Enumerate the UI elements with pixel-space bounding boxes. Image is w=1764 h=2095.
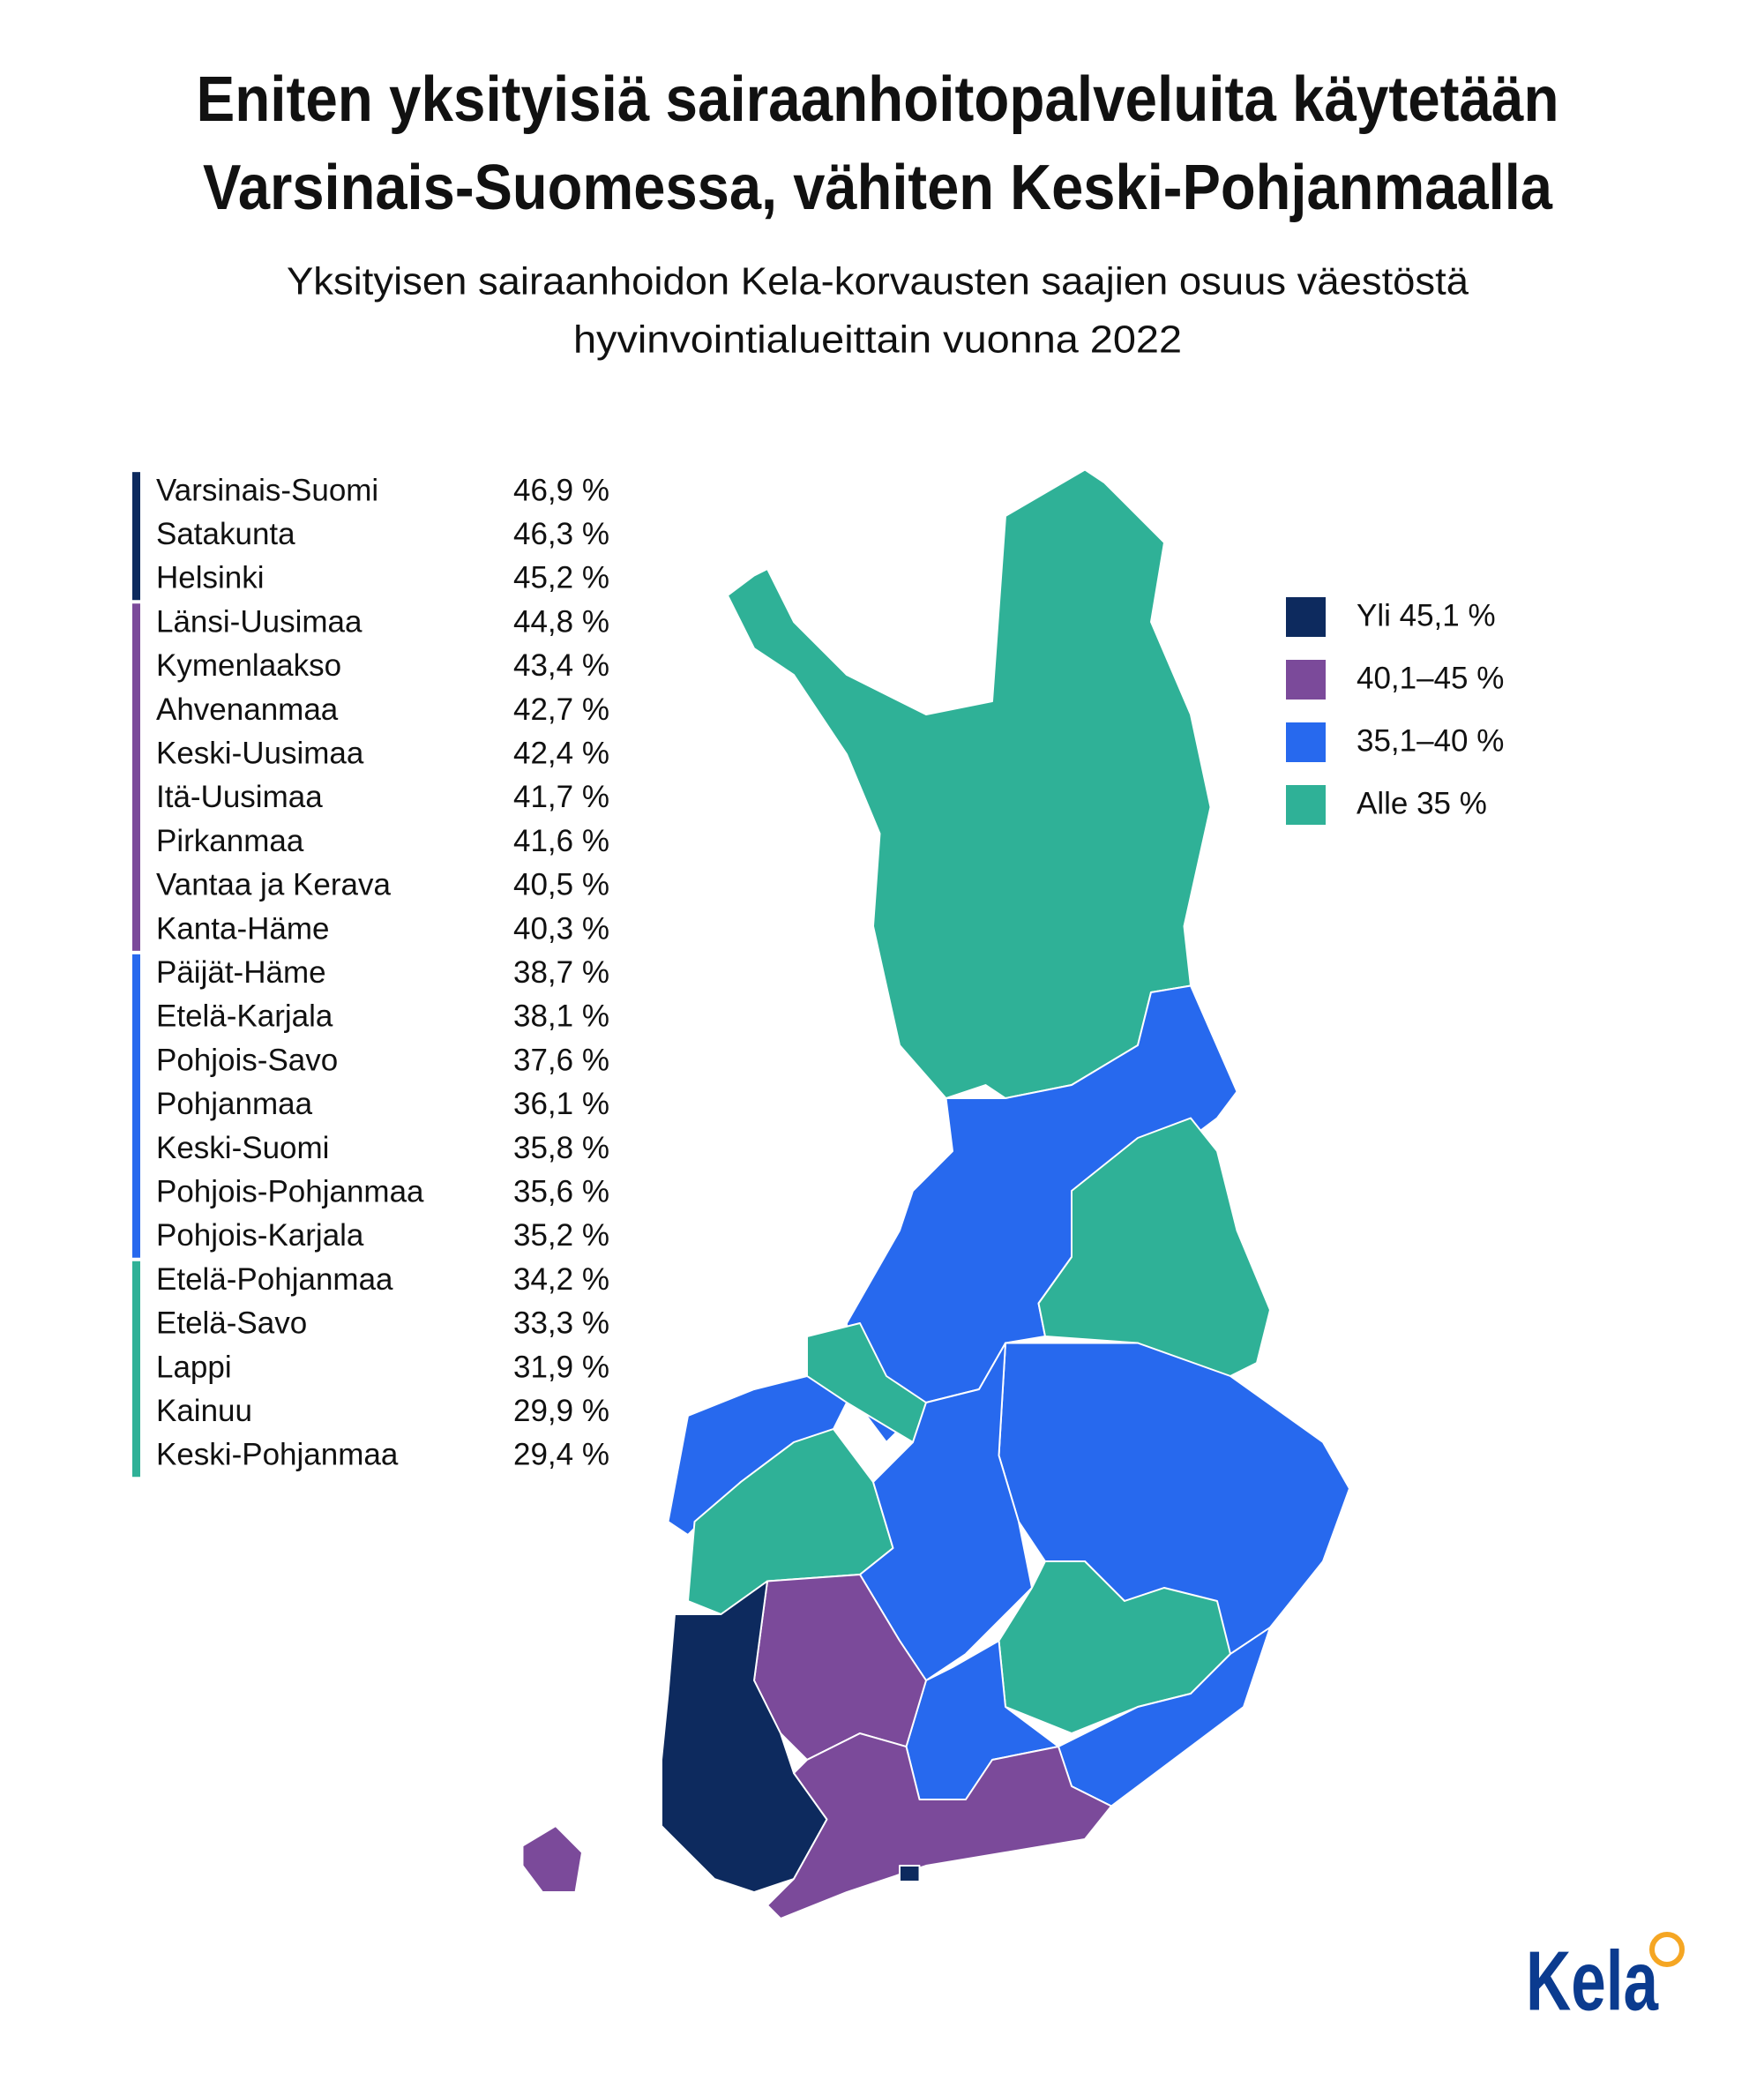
region-name: Pohjois-Pohjanmaa xyxy=(156,1174,424,1208)
region-value: 46,3 % xyxy=(513,517,609,551)
group-bar xyxy=(132,1261,140,1478)
region-value: 43,4 % xyxy=(513,648,609,683)
region-name: Itä-Uusimaa xyxy=(156,780,323,814)
region-value: 35,2 % xyxy=(513,1218,609,1253)
region-name: Satakunta xyxy=(156,517,295,551)
region-name: Kymenlaakso xyxy=(156,648,341,683)
region-value: 40,5 % xyxy=(513,868,609,902)
subtitle-line: hyvinvointialueittain vuonna 2022 xyxy=(573,318,1182,362)
region-name: Varsinais-Suomi xyxy=(156,473,378,507)
region-value: 41,6 % xyxy=(513,824,609,858)
region-name: Pohjois-Karjala xyxy=(156,1218,364,1253)
region xyxy=(727,468,1212,1099)
region-value: 38,1 % xyxy=(513,999,609,1034)
group-bar xyxy=(132,472,140,601)
region-value: 44,8 % xyxy=(513,604,609,639)
region-name: Ahvenanmaa xyxy=(156,692,339,727)
logo: Kela xyxy=(1526,1932,1685,2028)
region-value: 46,9 % xyxy=(513,473,609,507)
group-bar xyxy=(132,954,140,1258)
region-value: 35,8 % xyxy=(513,1131,609,1165)
region-value: 40,3 % xyxy=(513,911,609,946)
legend-swatch xyxy=(1286,722,1326,762)
region-value: 29,9 % xyxy=(513,1394,609,1428)
region-value: 34,2 % xyxy=(513,1262,609,1297)
legend-swatch xyxy=(1286,597,1326,637)
region-name: Etelä-Pohjanmaa xyxy=(156,1262,393,1297)
region-name: Pohjois-Savo xyxy=(156,1043,338,1077)
legend-label: 35,1–40 % xyxy=(1357,723,1504,758)
region-name: Pirkanmaa xyxy=(156,824,304,858)
title-line: Varsinais-Suomessa, vähiten Keski-Pohjan… xyxy=(203,153,1553,223)
region-value: 45,2 % xyxy=(513,561,609,595)
region xyxy=(899,1865,921,1882)
region xyxy=(521,1825,583,1893)
logo-text: Kela xyxy=(1526,1934,1658,2028)
region-name: Päijät-Häme xyxy=(156,955,326,990)
region-name: Vantaa ja Kerava xyxy=(156,868,391,902)
title-line: Eniten yksityisiä sairaanhoitopalveluita… xyxy=(197,64,1559,135)
region-value: 42,7 % xyxy=(513,692,609,727)
group-bar xyxy=(132,603,140,951)
region-name: Pohjanmaa xyxy=(156,1087,313,1121)
region-value: 29,4 % xyxy=(513,1438,609,1472)
region-name: Kainuu xyxy=(156,1394,252,1428)
region-name: Lappi xyxy=(156,1350,232,1384)
region xyxy=(766,1732,1112,1919)
region-value: 41,7 % xyxy=(513,780,609,814)
region-name: Keski-Uusimaa xyxy=(156,736,364,770)
legend-label: Alle 35 % xyxy=(1357,786,1487,820)
region-name: Helsinki xyxy=(156,561,265,595)
legend-label: 40,1–45 % xyxy=(1357,661,1504,695)
subtitle-line: Yksityisen sairaanhoidon Kela-korvausten… xyxy=(287,260,1469,303)
region-value: 37,6 % xyxy=(513,1043,609,1077)
region-name: Etelä-Savo xyxy=(156,1306,307,1341)
region-value: 33,3 % xyxy=(513,1306,609,1341)
region-value: 38,7 % xyxy=(513,955,609,990)
region-name: Länsi-Uusimaa xyxy=(156,604,363,639)
region-value: 42,4 % xyxy=(513,736,609,770)
legend-swatch xyxy=(1286,660,1326,700)
region-name: Keski-Suomi xyxy=(156,1131,329,1165)
logo-mark xyxy=(1649,1932,1685,1967)
region-value: 31,9 % xyxy=(513,1350,609,1384)
legend-swatch xyxy=(1286,785,1326,825)
region xyxy=(859,1342,1033,1681)
region-name: Kanta-Häme xyxy=(156,911,329,946)
region-name: Etelä-Karjala xyxy=(156,999,333,1034)
legend-label: Yli 45,1 % xyxy=(1357,598,1496,632)
region-name: Keski-Pohjanmaa xyxy=(156,1438,399,1472)
region-value: 35,6 % xyxy=(513,1174,609,1208)
map xyxy=(521,468,1350,1919)
region-value: 36,1 % xyxy=(513,1087,609,1121)
region xyxy=(1037,1117,1271,1377)
